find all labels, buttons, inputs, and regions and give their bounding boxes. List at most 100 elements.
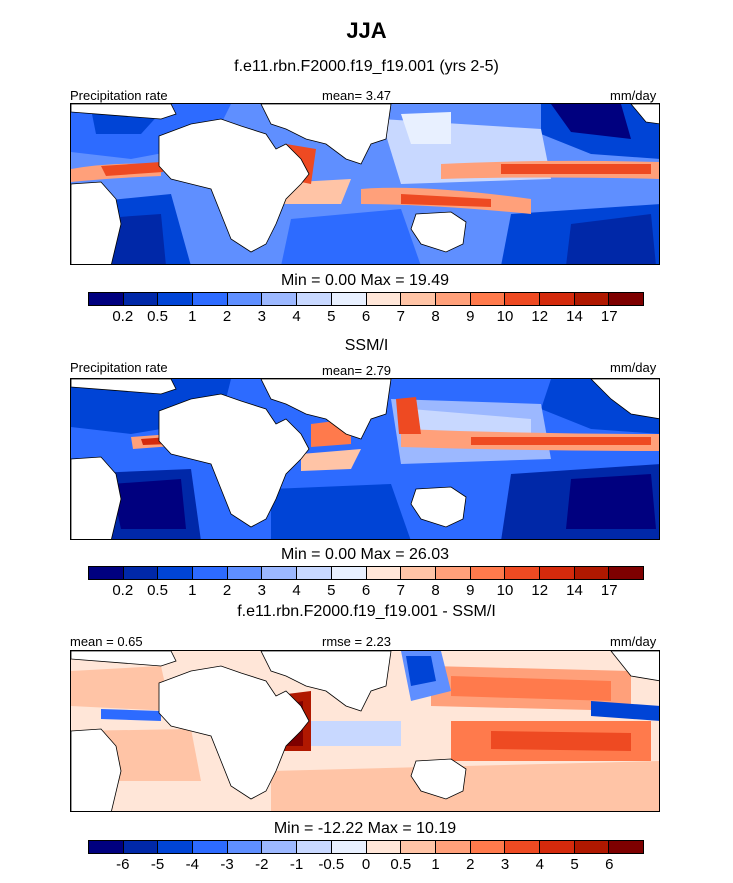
- figure-title: JJA: [346, 18, 387, 43]
- colorbar-cell: [505, 293, 540, 305]
- colorbar-cell: [401, 567, 436, 579]
- colorbar-tick-label: 3: [500, 856, 510, 873]
- colorbar-tick-label: 9: [466, 308, 475, 325]
- colorbar-cell: [123, 293, 159, 305]
- colorbar-tick-label: 0.2: [112, 308, 134, 325]
- colorbar-tick-label: 17: [600, 308, 618, 325]
- colorbar-tick-label: 5: [327, 582, 336, 599]
- colorbar-tick-label: 8: [431, 308, 440, 325]
- colorbar-cell: [193, 293, 228, 305]
- colorbar-tick-label: -5: [150, 856, 165, 873]
- colorbar-tick-label: -4: [185, 856, 199, 873]
- colorbar-tick-label: 5: [327, 308, 336, 325]
- panel2-heading: SSM/I: [344, 337, 389, 354]
- colorbar-tick-label: 10: [496, 582, 514, 599]
- colorbar-tick-label: 6: [361, 582, 371, 599]
- colorbar-cell: [262, 567, 298, 579]
- panel3-map: [70, 650, 660, 812]
- panel2-center-label: mean= 2.79: [322, 363, 392, 378]
- colorbar-cell: [158, 567, 194, 579]
- colorbar-cell: [89, 567, 124, 579]
- colorbar-tick-label: 4: [292, 308, 301, 325]
- colorbar-cell: [470, 293, 506, 305]
- colorbar-cell: [574, 841, 610, 853]
- colorbar-cell: [227, 567, 263, 579]
- colorbar-cell: [193, 841, 228, 853]
- colorbar-tick-label: 0.2: [112, 582, 134, 599]
- colorbar-cell: [89, 841, 124, 853]
- colorbar-tick-label: 17: [600, 582, 618, 599]
- colorbar-cell: [539, 841, 575, 853]
- colorbar-tick-label: 0.5: [147, 308, 168, 325]
- colorbar-tick-label: 12: [531, 308, 549, 325]
- figure-subtitle: f.e11.rbn.F2000.f19_f19.001 (yrs 2-5): [234, 58, 499, 75]
- colorbar-tick-label: 1: [188, 308, 197, 325]
- colorbar-cell: [123, 567, 159, 579]
- colorbar-cell: [435, 293, 471, 305]
- colorbar-tick-label: 6: [361, 308, 371, 325]
- colorbar-cell: [609, 567, 643, 579]
- panel2-colorbar-labels: 0.2 0.5 1 2 3 4 5 6 7 8 9 10 12 14 17: [88, 582, 644, 600]
- colorbar-cell: [331, 841, 367, 853]
- panel3-units: mm/day: [610, 634, 657, 649]
- colorbar-tick-label: 7: [396, 308, 405, 325]
- colorbar-tick-label: 8: [431, 582, 440, 599]
- colorbar-tick-label: 10: [496, 308, 514, 325]
- colorbar-cell: [227, 293, 263, 305]
- colorbar-cell: [158, 293, 194, 305]
- panel1-units: mm/day: [610, 88, 657, 103]
- colorbar-tick-label: 0.5: [147, 582, 168, 599]
- colorbar-tick-label: -6: [116, 856, 130, 873]
- panel3-heading: f.e11.rbn.F2000.f19_f19.001 - SSM/I: [237, 603, 496, 620]
- colorbar-cell: [123, 841, 159, 853]
- colorbar-cell: [609, 293, 643, 305]
- colorbar-cell: [401, 293, 436, 305]
- panel2-colorbar: [88, 566, 644, 580]
- colorbar-tick-label: -0.5: [318, 856, 345, 873]
- colorbar-cell: [262, 841, 298, 853]
- colorbar-cell: [435, 567, 471, 579]
- colorbar-tick-label: 3: [257, 308, 266, 325]
- colorbar-cell: [574, 567, 610, 579]
- panel1-center-label: mean= 3.47: [322, 88, 392, 103]
- panel3-colorbar: [88, 840, 644, 854]
- colorbar-tick-label: 4: [292, 582, 301, 599]
- colorbar-cell: [297, 293, 332, 305]
- colorbar-cell: [158, 841, 194, 853]
- colorbar-cell: [470, 567, 506, 579]
- colorbar-cell: [297, 567, 332, 579]
- colorbar-cell: [262, 293, 298, 305]
- colorbar-cell: [297, 841, 332, 853]
- colorbar-tick-label: 2: [466, 856, 475, 873]
- panel2-left-label: Precipitation rate: [70, 360, 168, 375]
- colorbar-cell: [366, 567, 402, 579]
- colorbar-cell: [89, 293, 124, 305]
- panel3-minmax: Min = -12.22 Max = 10.19: [273, 820, 457, 837]
- colorbar-tick-label: 4: [535, 856, 544, 873]
- colorbar-cell: [539, 567, 575, 579]
- colorbar-cell: [505, 841, 540, 853]
- colorbar-tick-label: 5: [570, 856, 579, 873]
- colorbar-tick-label: 0.5: [390, 856, 412, 873]
- panel1-minmax: Min = 0.00 Max = 19.49: [280, 272, 450, 289]
- colorbar-cell: [366, 293, 402, 305]
- colorbar-cell: [331, 293, 367, 305]
- colorbar-cell: [331, 567, 367, 579]
- colorbar-tick-label: -1: [289, 856, 304, 873]
- colorbar-tick-label: 2: [222, 582, 232, 599]
- panel1-colorbar: [88, 292, 644, 306]
- colorbar-cell: [227, 841, 263, 853]
- colorbar-cell: [609, 841, 643, 853]
- colorbar-tick-label: 7: [396, 582, 405, 599]
- panel3-center-label: rmse = 2.23: [322, 634, 392, 649]
- colorbar-tick-label: 9: [466, 582, 475, 599]
- colorbar-tick-label: 14: [566, 308, 583, 325]
- panel2-minmax: Min = 0.00 Max = 26.03: [280, 546, 450, 563]
- colorbar-tick-label: 0: [361, 856, 371, 873]
- colorbar-tick-label: 12: [531, 582, 549, 599]
- panel3-colorbar-labels: -6 -5 -4 -3 -2 -1 -0.5 0 0.5 1 2 3 4 5 6: [88, 856, 644, 874]
- panel2-map: [70, 378, 660, 540]
- colorbar-tick-label: -3: [220, 856, 234, 873]
- colorbar-tick-label: 1: [431, 856, 440, 873]
- panel1-left-label: Precipitation rate: [70, 88, 168, 103]
